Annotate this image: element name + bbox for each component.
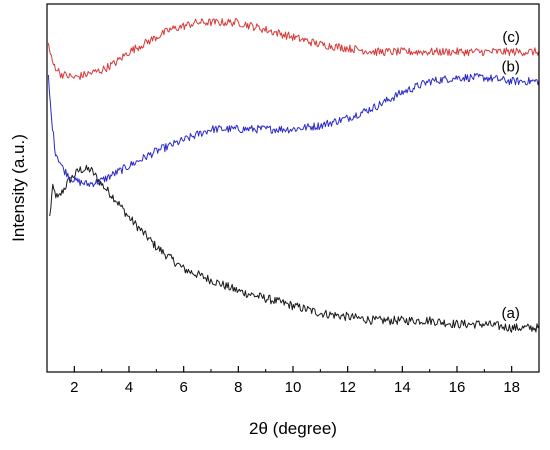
x-tick-label: 18 — [503, 379, 520, 396]
x-tick-label: 4 — [125, 379, 133, 396]
x-tick-label: 2 — [70, 379, 78, 396]
x-tick-label: 14 — [394, 379, 411, 396]
x-tick-label: 8 — [234, 379, 242, 396]
x-tick-label: 10 — [285, 379, 302, 396]
series-layer — [47, 18, 540, 333]
x-tick-label: 16 — [449, 379, 466, 396]
series-line — [47, 73, 540, 188]
series-line — [49, 164, 540, 333]
series-labels: (a) (b) (c) — [502, 29, 520, 322]
x-ticks: 2 4 6 8 10 12 14 16 18 — [46, 366, 540, 396]
x-axis-title: 2θ (degree) — [249, 419, 337, 438]
series-label: (c) — [502, 29, 520, 46]
y-axis-title: Intensity (a.u.) — [9, 134, 28, 242]
x-tick-label: 12 — [339, 379, 356, 396]
series-label: (b) — [502, 58, 520, 75]
series-line — [47, 18, 540, 80]
series-label: (a) — [502, 305, 520, 322]
x-tick-label: 6 — [179, 379, 187, 396]
